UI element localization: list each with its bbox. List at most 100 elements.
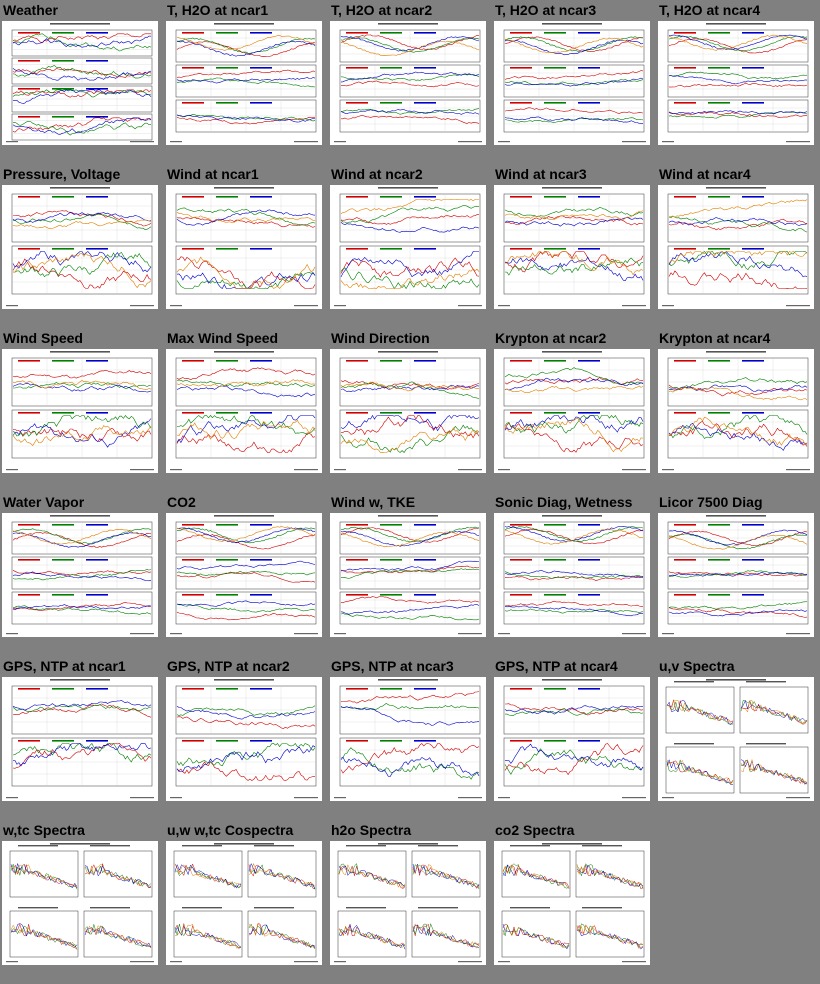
plot-thumbnail-image	[334, 187, 482, 307]
tile-title: Wind Speed	[3, 330, 83, 346]
plot-thumbnail-image	[662, 679, 810, 799]
plot-thumbnail-image	[170, 23, 318, 143]
tile-wind-at-ncar2: Wind at ncar2	[328, 164, 488, 310]
tile-wind-at-ncar4: Wind at ncar4	[656, 164, 816, 310]
plot-thumbnail-h2o-spectra[interactable]	[330, 841, 486, 965]
tile-pressure-voltage: Pressure, Voltage	[0, 164, 160, 310]
tile-title: Pressure, Voltage	[3, 166, 121, 182]
tile-gps-ntp-at-ncar2: GPS, NTP at ncar2	[164, 656, 324, 802]
plot-thumbnail-image	[334, 351, 482, 471]
tile-u-w-w-tc-cospectra: u,w w,tc Cospectra	[164, 820, 324, 966]
plot-thumbnail-image	[498, 679, 646, 799]
plot-thumbnail-u-w-w-tc-cospectra[interactable]	[166, 841, 322, 965]
tile-title: w,tc Spectra	[3, 822, 85, 838]
plot-thumbnail-co2-spectra[interactable]	[494, 841, 650, 965]
plot-thumbnail-t-h2o-at-ncar2[interactable]	[330, 21, 486, 145]
plot-thumbnail-image	[334, 23, 482, 143]
tile-title: Wind at ncar1	[167, 166, 259, 182]
tile-krypton-at-ncar2: Krypton at ncar2	[492, 328, 652, 474]
tile-title: Wind Direction	[331, 330, 430, 346]
plot-thumbnail-image	[662, 515, 810, 635]
tile-title: T, H2O at ncar4	[659, 2, 761, 18]
tile-co2-spectra: co2 Spectra	[492, 820, 652, 966]
plot-thumbnail-gps-ntp-at-ncar3[interactable]	[330, 677, 486, 801]
tile-wind-w-tke: Wind w, TKE	[328, 492, 488, 638]
plot-thumbnail-image	[170, 843, 318, 963]
plot-thumbnail-image	[498, 515, 646, 635]
plot-thumbnail-krypton-at-ncar2[interactable]	[494, 349, 650, 473]
plot-thumbnail-image	[6, 23, 154, 143]
tile-title: Wind at ncar3	[495, 166, 587, 182]
plot-thumbnail-image	[170, 515, 318, 635]
plot-thumbnail-image	[6, 843, 154, 963]
plot-thumbnail-gps-ntp-at-ncar1[interactable]	[2, 677, 158, 801]
tile-title: Water Vapor	[3, 494, 85, 510]
tile-t-h2o-at-ncar4: T, H2O at ncar4	[656, 0, 816, 146]
plot-thumbnail-licor-7500-diag[interactable]	[658, 513, 814, 637]
plot-thumbnail-wind-at-ncar2[interactable]	[330, 185, 486, 309]
plot-thumbnail-t-h2o-at-ncar1[interactable]	[166, 21, 322, 145]
tile-title: u,v Spectra	[659, 658, 735, 674]
tile-co2: CO2	[164, 492, 324, 638]
plot-thumbnail-pressure-voltage[interactable]	[2, 185, 158, 309]
tile-wind-direction: Wind Direction	[328, 328, 488, 474]
plot-thumbnail-image	[662, 187, 810, 307]
tile-title: T, H2O at ncar3	[495, 2, 597, 18]
plot-thumbnail-image	[170, 187, 318, 307]
plot-thumbnail-wind-direction[interactable]	[330, 349, 486, 473]
plot-thumbnail-t-h2o-at-ncar4[interactable]	[658, 21, 814, 145]
plot-thumbnail-image	[498, 843, 646, 963]
plot-thumbnail-image	[498, 351, 646, 471]
plot-thumbnail-co2[interactable]	[166, 513, 322, 637]
tile-h2o-spectra: h2o Spectra	[328, 820, 488, 966]
tile-gps-ntp-at-ncar4: GPS, NTP at ncar4	[492, 656, 652, 802]
tile-licor-7500-diag: Licor 7500 Diag	[656, 492, 816, 638]
tile-title: Wind at ncar2	[331, 166, 423, 182]
plot-thumbnail-sonic-diag-wetness[interactable]	[494, 513, 650, 637]
tile-w-tc-spectra: w,tc Spectra	[0, 820, 160, 966]
plot-thumbnail-image	[334, 679, 482, 799]
tile-title: co2 Spectra	[495, 822, 575, 838]
tile-gps-ntp-at-ncar3: GPS, NTP at ncar3	[328, 656, 488, 802]
tile-wind-at-ncar3: Wind at ncar3	[492, 164, 652, 310]
plot-thumbnail-gps-ntp-at-ncar2[interactable]	[166, 677, 322, 801]
plot-thumbnail-t-h2o-at-ncar3[interactable]	[494, 21, 650, 145]
plot-thumbnail-image	[6, 351, 154, 471]
tile-title: GPS, NTP at ncar2	[167, 658, 290, 674]
plot-thumbnail-krypton-at-ncar4[interactable]	[658, 349, 814, 473]
tile-gps-ntp-at-ncar1: GPS, NTP at ncar1	[0, 656, 160, 802]
plot-thumbnail-wind-at-ncar3[interactable]	[494, 185, 650, 309]
tile-title: T, H2O at ncar2	[331, 2, 433, 18]
tile-max-wind-speed: Max Wind Speed	[164, 328, 324, 474]
plot-thumbnail-wind-at-ncar1[interactable]	[166, 185, 322, 309]
plot-thumbnail-image	[170, 351, 318, 471]
tile-title: Wind at ncar4	[659, 166, 751, 182]
plot-thumbnail-image	[334, 843, 482, 963]
plot-thumbnail-wind-w-tke[interactable]	[330, 513, 486, 637]
plot-thumbnail-water-vapor[interactable]	[2, 513, 158, 637]
plot-thumbnail-wind-speed[interactable]	[2, 349, 158, 473]
tile-krypton-at-ncar4: Krypton at ncar4	[656, 328, 816, 474]
tile-title: Licor 7500 Diag	[659, 494, 763, 510]
tile-title: CO2	[167, 494, 196, 510]
plot-thumbnail-image	[6, 679, 154, 799]
plot-thumbnail-max-wind-speed[interactable]	[166, 349, 322, 473]
tile-title: GPS, NTP at ncar4	[495, 658, 618, 674]
tile-title: h2o Spectra	[331, 822, 412, 838]
plot-thumbnail-image	[498, 187, 646, 307]
plot-thumbnail-image	[662, 351, 810, 471]
plot-thumbnail-gps-ntp-at-ncar4[interactable]	[494, 677, 650, 801]
tile-title: Wind w, TKE	[331, 494, 416, 510]
tile-t-h2o-at-ncar1: T, H2O at ncar1	[164, 0, 324, 146]
plot-thumbnail-weather[interactable]	[2, 21, 158, 145]
plot-thumbnail-w-tc-spectra[interactable]	[2, 841, 158, 965]
plot-thumbnail-wind-at-ncar4[interactable]	[658, 185, 814, 309]
tile-sonic-diag-wetness: Sonic Diag, Wetness	[492, 492, 652, 638]
plot-thumbnail-u-v-spectra[interactable]	[658, 677, 814, 801]
plot-thumbnail-image	[6, 515, 154, 635]
tile-title: T, H2O at ncar1	[167, 2, 269, 18]
tile-title: Krypton at ncar4	[659, 330, 771, 346]
tile-wind-at-ncar1: Wind at ncar1	[164, 164, 324, 310]
tile-wind-speed: Wind Speed	[0, 328, 160, 474]
plot-thumbnail-image	[170, 679, 318, 799]
